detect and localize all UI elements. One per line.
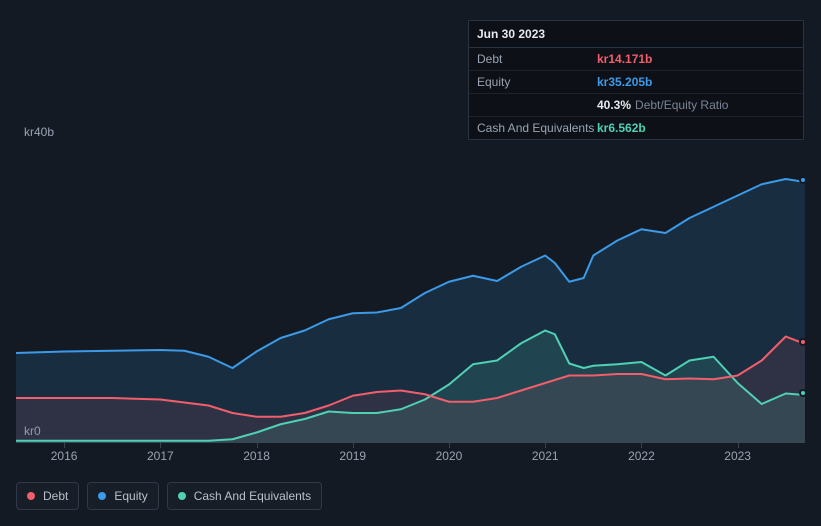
x-tick-mark	[449, 443, 450, 448]
tooltip-row-label: Equity	[477, 75, 597, 89]
y-axis-max-label: kr40b	[24, 125, 54, 139]
tooltip-row-value: kr14.171b	[597, 52, 652, 66]
tooltip-row-value: kr35.205b	[597, 75, 652, 89]
tooltip-row-label: Cash And Equivalents	[477, 121, 597, 135]
data-tooltip: Jun 30 2023 Debtkr14.171bEquitykr35.205b…	[468, 20, 804, 140]
x-tick-label: 2022	[628, 449, 655, 463]
x-tick-mark	[160, 443, 161, 448]
tooltip-row-label: Debt	[477, 52, 597, 66]
x-tick-label: 2021	[532, 449, 559, 463]
legend-label: Equity	[114, 489, 147, 503]
x-tick-label: 2019	[339, 449, 366, 463]
x-tick-mark	[738, 443, 739, 448]
x-tick-label: 2023	[724, 449, 751, 463]
x-tick-label: 2018	[243, 449, 270, 463]
tooltip-row-value: kr6.562b	[597, 121, 646, 135]
tooltip-row: Debtkr14.171b	[469, 48, 803, 71]
legend-dot-icon	[178, 492, 186, 500]
legend-label: Cash And Equivalents	[194, 489, 311, 503]
x-axis: 2016 2017 2018 2019 2020 2021 2022 2023	[16, 443, 805, 463]
series-end-marker	[799, 338, 807, 346]
chart-container: { "tooltip": { "date": "Jun 30 2023", "r…	[0, 0, 821, 526]
tooltip-row-value: 40.3%	[597, 98, 631, 112]
x-tick-mark	[641, 443, 642, 448]
x-tick-label: 2017	[147, 449, 174, 463]
series-end-marker	[799, 389, 807, 397]
chart-plot-area[interactable]	[16, 143, 805, 443]
x-tick-mark	[353, 443, 354, 448]
legend-dot-icon	[98, 492, 106, 500]
series-end-marker	[799, 176, 807, 184]
x-tick-label: 2020	[436, 449, 463, 463]
tooltip-row: 40.3% Debt/Equity Ratio	[469, 94, 803, 117]
tooltip-row-label	[477, 98, 597, 112]
tooltip-row: Cash And Equivalentskr6.562b	[469, 117, 803, 139]
x-tick-label: 2016	[51, 449, 78, 463]
chart-svg	[16, 143, 805, 443]
tooltip-row-extra: Debt/Equity Ratio	[635, 98, 728, 112]
legend-item[interactable]: Cash And Equivalents	[167, 482, 322, 510]
x-tick-mark	[545, 443, 546, 448]
legend-item[interactable]: Debt	[16, 482, 79, 510]
legend-label: Debt	[43, 489, 68, 503]
legend: Debt Equity Cash And Equivalents	[16, 482, 322, 510]
tooltip-date: Jun 30 2023	[469, 21, 803, 48]
legend-item[interactable]: Equity	[87, 482, 158, 510]
x-tick-mark	[64, 443, 65, 448]
legend-dot-icon	[27, 492, 35, 500]
x-tick-mark	[257, 443, 258, 448]
tooltip-row: Equitykr35.205b	[469, 71, 803, 94]
